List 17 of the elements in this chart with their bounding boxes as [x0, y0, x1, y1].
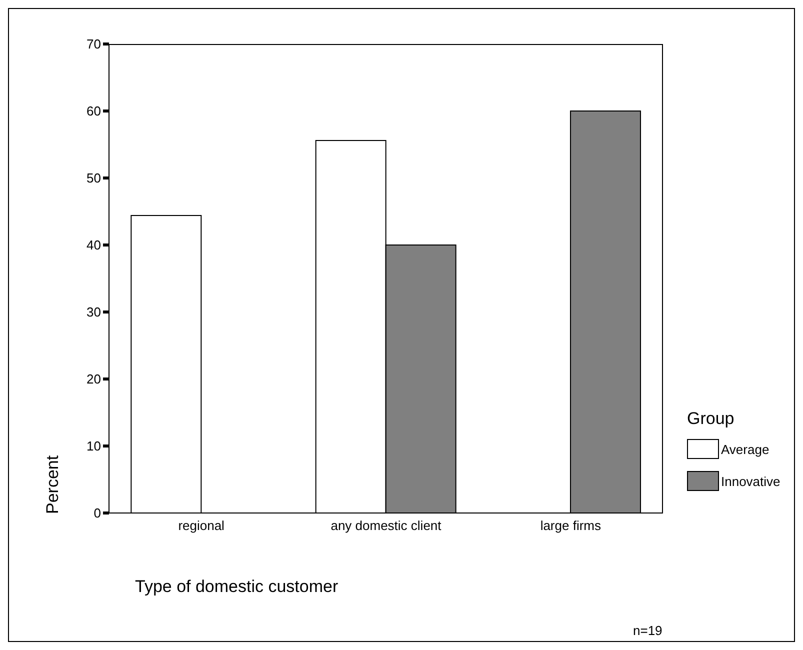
y-tick-label: 10 — [86, 438, 101, 454]
y-tick-label: 60 — [86, 104, 101, 119]
legend-title: Group — [687, 409, 736, 429]
y-axis-title: Percent — [43, 455, 62, 514]
x-tick-label: any domestic client — [330, 518, 442, 534]
y-tick-label: 40 — [86, 238, 101, 253]
legend-label: Innovative — [721, 474, 780, 488]
text: n=19 — [633, 623, 662, 638]
x-tick-label: regional — [178, 518, 225, 534]
legend-label: Average — [721, 442, 770, 456]
y-tick-label: 50 — [86, 170, 101, 186]
y-tick-label: 0 — [94, 506, 101, 521]
x-axis-title: Type of domestic customer — [135, 577, 338, 597]
y-tick-label: 30 — [86, 304, 101, 320]
y-tick-label: 20 — [86, 372, 101, 387]
y-tick-label: 70 — [86, 36, 101, 52]
x-tick-label: large firms — [540, 518, 602, 534]
